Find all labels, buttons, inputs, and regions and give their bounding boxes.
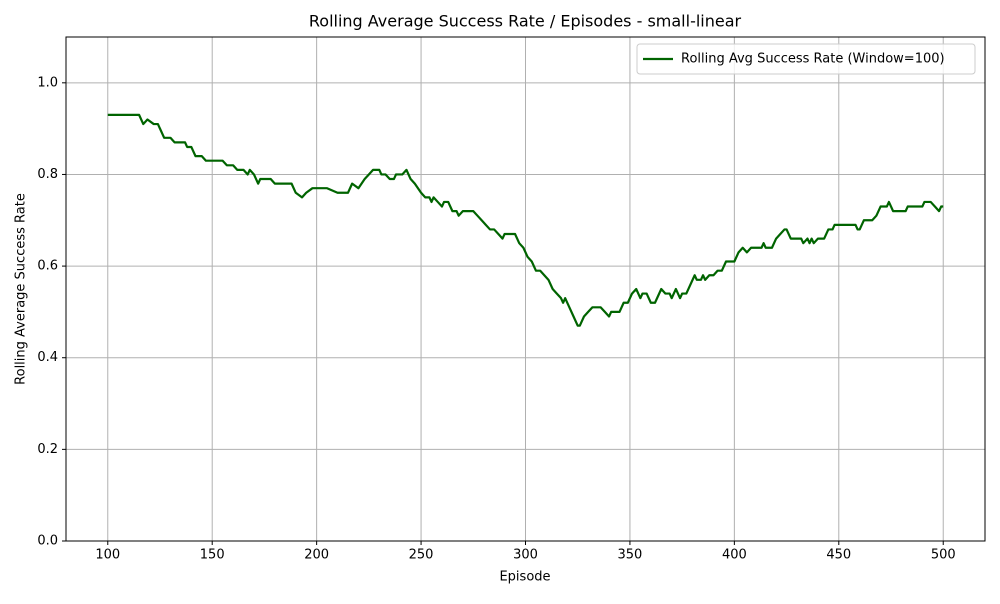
y-tick-label: 0.2 [37, 442, 58, 457]
x-tick-label: 450 [826, 548, 851, 563]
legend-box [636, 43, 976, 75]
legend-label: Rolling Avg Success Rate (Window=100) [681, 52, 945, 67]
y-tick-label: 0.0 [37, 534, 58, 549]
x-tick-label: 200 [304, 548, 329, 563]
plot-frame [65, 36, 986, 542]
x-tick-label: 250 [409, 548, 434, 563]
x-tick-label: 300 [513, 548, 538, 563]
x-tick-label: 150 [200, 548, 225, 563]
x-axis-label: Episode [499, 570, 550, 585]
x-tick-label: 500 [931, 548, 956, 563]
x-tick-label: 400 [722, 548, 747, 563]
y-axis-label: Rolling Average Success Rate [14, 193, 29, 385]
y-tick-label: 1.0 [37, 75, 58, 90]
y-tick-label: 0.4 [37, 350, 58, 365]
x-tick-label: 350 [618, 548, 643, 563]
data-line [107, 113, 944, 327]
y-tick-label: 0.6 [37, 259, 58, 274]
y-tick-label: 0.8 [37, 167, 58, 182]
chart-title: Rolling Average Success Rate / Episodes … [309, 12, 742, 31]
x-tick-label: 100 [95, 548, 120, 563]
